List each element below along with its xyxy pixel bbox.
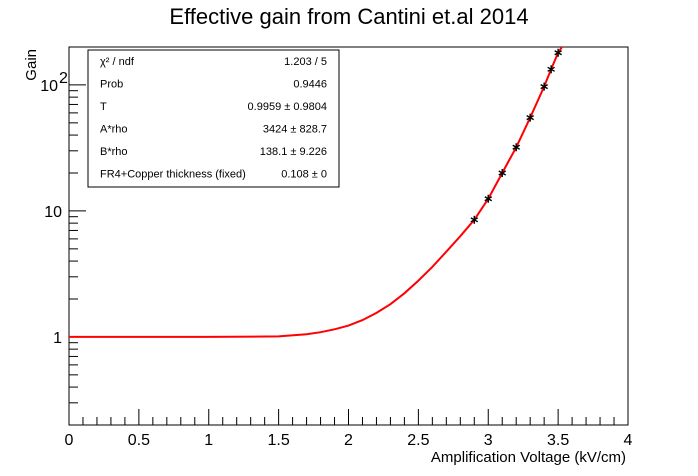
y-axis-title: Gain bbox=[23, 49, 40, 81]
stat-value: 1.203 / 5 bbox=[284, 56, 327, 68]
stats-box: χ² / ndf 1.203 / 5 Prob 0.9446 T 0.9959 ± 0.9… bbox=[87, 49, 340, 188]
stat-value: 138.1 ± 9.226 bbox=[260, 146, 327, 158]
x-axis: 0 0.5 1 1.5 2 2.5 3 3.5 4 bbox=[65, 409, 633, 449]
x-tick-label: 1 bbox=[204, 432, 213, 449]
data-point bbox=[547, 65, 555, 74]
x-tick-label: 3.5 bbox=[547, 432, 569, 449]
y-tick-label: 1 bbox=[53, 330, 62, 347]
x-tick-label: 2.5 bbox=[407, 432, 429, 449]
fit-layer bbox=[69, 47, 564, 338]
x-tick-label: 4 bbox=[624, 432, 633, 449]
stat-value: 0.108 ± 0 bbox=[281, 169, 327, 181]
data-point bbox=[540, 82, 548, 91]
stat-label: χ² / ndf bbox=[100, 56, 135, 68]
stat-label: A*rho bbox=[100, 124, 128, 136]
stat-label: B*rho bbox=[100, 146, 128, 158]
stat-value: 0.9959 ± 0.9804 bbox=[248, 101, 327, 113]
data-point bbox=[526, 113, 534, 122]
stat-label: Prob bbox=[100, 79, 123, 91]
x-axis-title: Amplification Voltage (kV/cm) bbox=[431, 449, 626, 466]
x-tick-label: 0 bbox=[65, 432, 74, 449]
x-tick-label: 2 bbox=[344, 432, 353, 449]
stat-label: FR4+Copper thickness (fixed) bbox=[100, 169, 246, 181]
stat-label: T bbox=[100, 101, 107, 113]
data-point bbox=[484, 194, 493, 203]
stat-value: 0.9446 bbox=[293, 79, 327, 91]
fit-curve bbox=[69, 47, 564, 338]
y-tick-label: 10 bbox=[44, 204, 62, 221]
data-point bbox=[470, 215, 479, 224]
data-point bbox=[498, 169, 507, 177]
x-tick-label: 1.5 bbox=[268, 432, 290, 449]
stats-box-frame bbox=[87, 49, 340, 188]
x-tick-label: 0.5 bbox=[128, 432, 150, 449]
y-tick-label: 10 bbox=[40, 78, 58, 95]
x-tick-label: 3 bbox=[484, 432, 493, 449]
y-tick-label-exponent: 2 bbox=[59, 70, 68, 87]
chart-title: Effective gain from Cantini et.al 2014 bbox=[169, 4, 528, 29]
stat-value: 3424 ± 828.7 bbox=[263, 124, 327, 136]
data-points bbox=[470, 48, 562, 224]
data-point bbox=[512, 143, 521, 152]
data-point bbox=[554, 48, 562, 57]
